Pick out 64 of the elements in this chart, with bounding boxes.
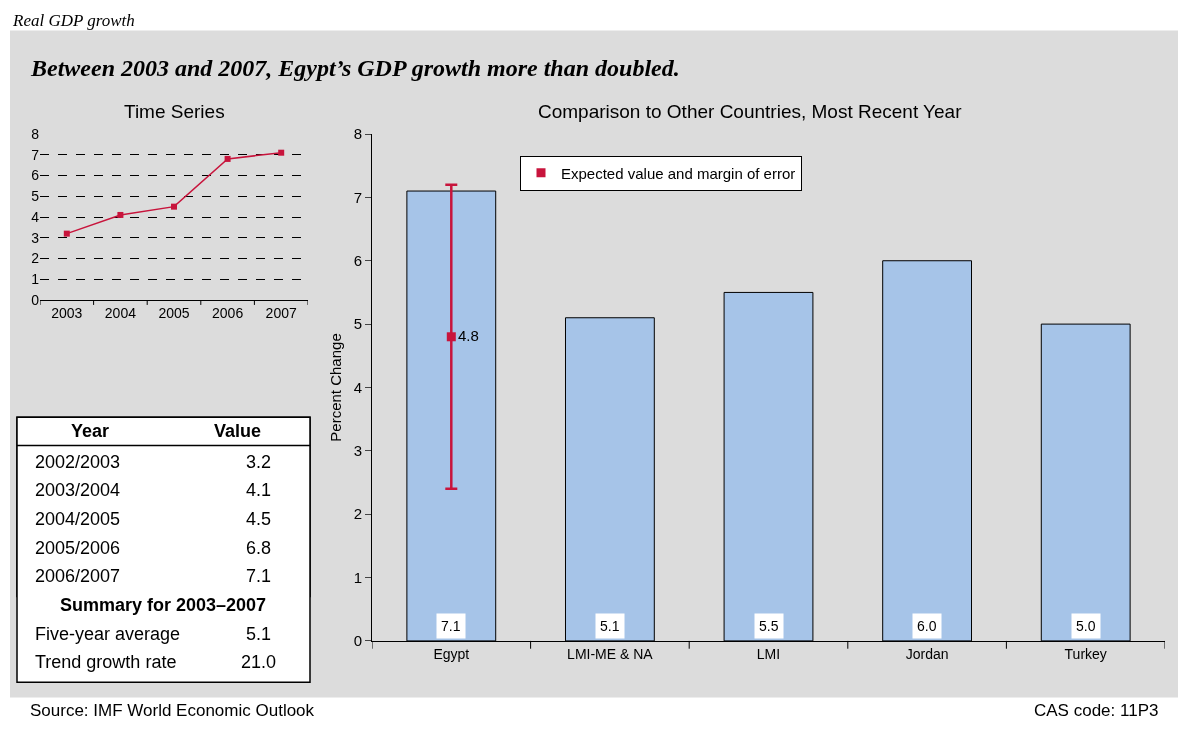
data-label: 6.0 (917, 618, 937, 634)
x-tick-label: 2007 (265, 304, 297, 321)
category-label: 2002/2003 (35, 452, 121, 472)
text: 21.0 (241, 652, 277, 672)
text: Summary for 2003–2007 (60, 595, 267, 615)
text: 3.2 (246, 452, 272, 472)
legend-label: Expected value and margin of error (561, 164, 796, 182)
y-tick-label: 4 (31, 208, 40, 225)
text: Real GDP growth (12, 11, 135, 30)
y-tick-label: 6 (31, 167, 40, 184)
category-label: Five-year average (35, 624, 181, 644)
category-label: 2003/2004 (35, 480, 121, 500)
x-tick-label: 2006 (212, 304, 244, 321)
point (171, 203, 177, 210)
y-axis-title: Percent Change (326, 333, 344, 442)
x-tick-label: Egypt (433, 645, 470, 662)
chart-title: Time Series (124, 101, 225, 122)
text: Year (71, 421, 110, 441)
point (278, 149, 285, 156)
text: Between 2003 and 2007, Egypt’s GDP growth more than doubled. (30, 55, 680, 81)
source-note: Source: IMF World Economic Outlook (30, 701, 315, 720)
data-label: 5.5 (759, 618, 779, 634)
y-tick-label: 2 (31, 250, 40, 267)
y-tick-label: 8 (31, 125, 40, 142)
x-tick-label: LMI (756, 645, 781, 662)
y-tick-label: 2 (353, 505, 362, 523)
data-label: 4.8 (457, 326, 479, 344)
y-tick-label: 7 (31, 146, 40, 163)
y-tick-label: 1 (353, 568, 362, 586)
y-tick-label: 5 (31, 188, 40, 205)
x-tick-label: 2003 (51, 304, 83, 321)
text: 4.1 (246, 480, 272, 500)
text: 4.5 (246, 509, 272, 529)
y-tick-label: 3 (31, 229, 40, 246)
data-label: 5.1 (600, 618, 620, 634)
y-tick-label: 7 (353, 188, 362, 206)
text: CAS code: 11P3 (1034, 701, 1159, 720)
category-label: 2006/2007 (35, 566, 121, 586)
y-tick-label: 0 (31, 291, 40, 308)
text: 7.1 (246, 566, 272, 586)
y-tick-label: 4 (353, 378, 362, 396)
x-tick-label: 2004 (104, 304, 137, 321)
text: Value (214, 421, 262, 441)
y-tick-label: 6 (353, 251, 362, 269)
data-label: 5.0 (1076, 618, 1096, 634)
data-label: 7.1 (441, 618, 461, 634)
chart-title: Comparison to Other Countries, Most Recent Year (538, 101, 963, 122)
y-tick-label: 3 (353, 442, 362, 460)
point (117, 211, 124, 218)
y-tick-label: 5 (353, 315, 362, 333)
point (63, 230, 70, 237)
y-tick-label: 0 (353, 632, 362, 650)
text: 5.1 (246, 624, 272, 644)
x-tick-label: LMI-ME & NA (567, 645, 654, 662)
text: 6.8 (246, 538, 272, 558)
point (224, 155, 231, 162)
x-tick-label: 2005 (158, 304, 190, 321)
category-label: 2005/2006 (35, 538, 121, 558)
x-tick-label: Turkey (1064, 645, 1107, 662)
category-label: 2004/2005 (35, 509, 121, 529)
x-tick-label: Jordan (905, 645, 949, 662)
category-label: Trend growth rate (35, 652, 177, 672)
y-tick-label: 1 (31, 271, 40, 288)
y-tick-label: 8 (353, 125, 362, 143)
